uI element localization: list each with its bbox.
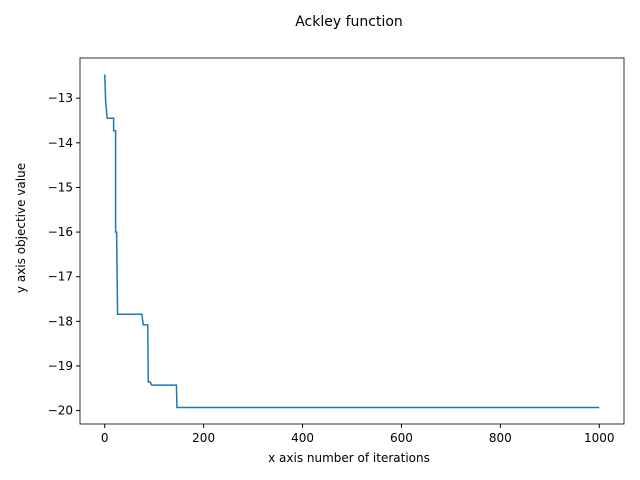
x-tick-label: 600 [390, 431, 413, 445]
x-tick-label: 0 [101, 431, 109, 445]
x-tick-label: 1000 [584, 431, 615, 445]
chart-title: Ackley function [295, 14, 403, 30]
x-tick-label: 800 [489, 431, 512, 445]
y-axis-label: y axis objective value [14, 163, 28, 293]
y-tick-label: −17 [48, 270, 73, 284]
y-tick-label: −16 [48, 225, 73, 239]
y-tick-label: −18 [48, 314, 73, 328]
y-tick-label: −15 [48, 180, 73, 194]
y-tick-label: −19 [48, 359, 73, 373]
x-axis-label: x axis number of iterations [268, 451, 430, 465]
x-tick-label: 200 [192, 431, 215, 445]
y-tick-label: −14 [48, 136, 73, 150]
x-tick-label: 400 [291, 431, 314, 445]
y-tick-label: −20 [48, 404, 73, 418]
line [103, 74, 600, 409]
y-tick-label: −13 [48, 91, 73, 105]
plot-frame [79, 57, 625, 425]
